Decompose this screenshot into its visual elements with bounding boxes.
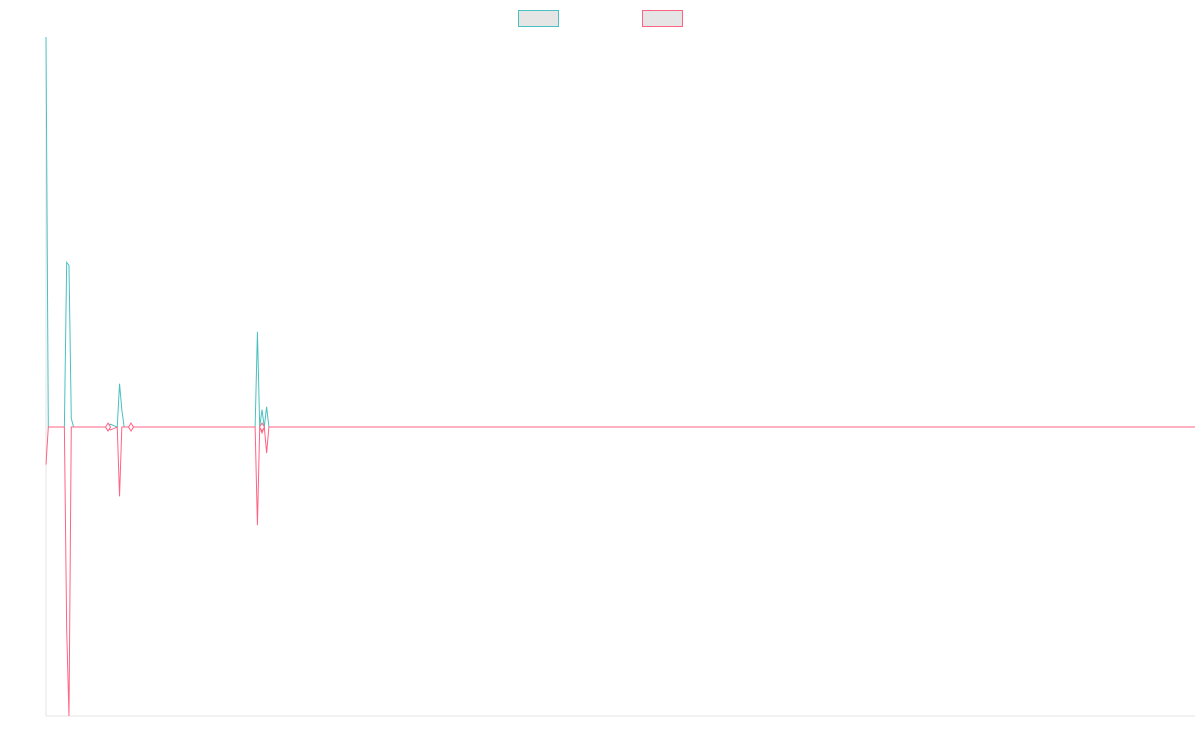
legend-item-1[interactable] — [518, 10, 559, 27]
chart-axes — [45, 37, 1195, 717]
legend — [518, 10, 683, 27]
data-point-marker — [258, 422, 266, 433]
series-line-2 — [45, 426, 1195, 717]
series-line-1 — [45, 36, 1195, 428]
legend-swatch — [642, 10, 683, 27]
legend-item-2[interactable] — [642, 10, 683, 27]
data-point-marker — [127, 422, 135, 433]
series-layer — [45, 36, 1195, 717]
markers-layer — [104, 422, 266, 433]
legend-swatch — [518, 10, 559, 27]
data-point-marker — [104, 422, 112, 433]
